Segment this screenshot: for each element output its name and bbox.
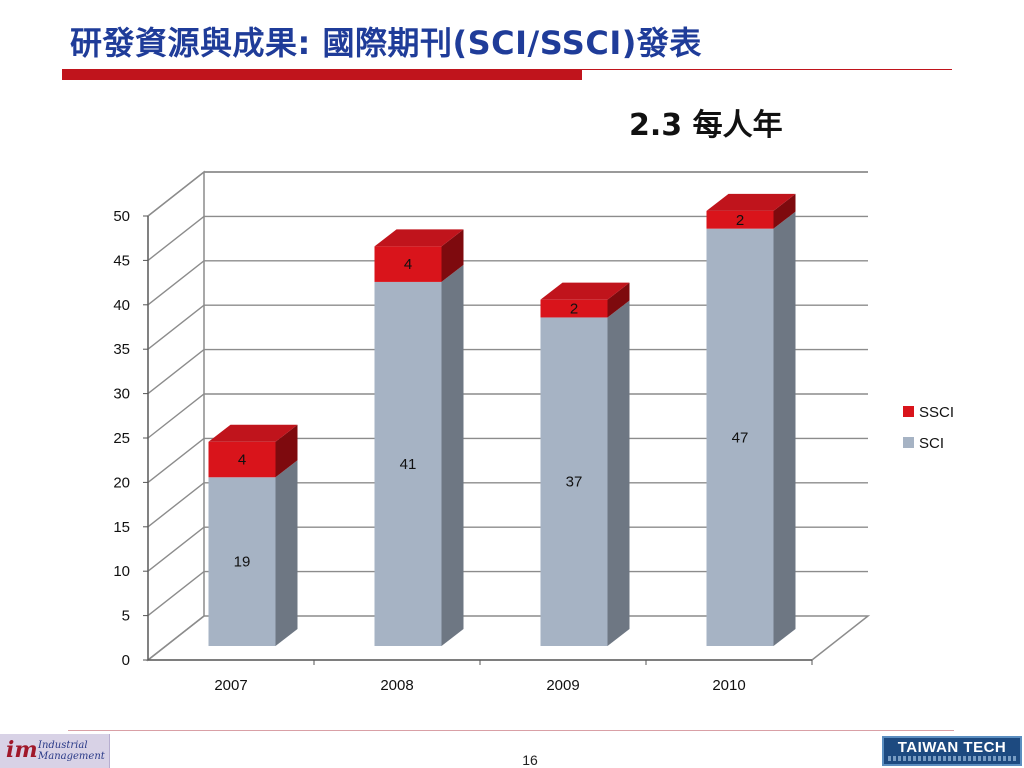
y-tick-label: 35 xyxy=(113,341,130,358)
chart-subtitle: 2.3 每人年 xyxy=(629,108,783,143)
bar-sci-2008-side xyxy=(441,264,464,646)
bar-sci-2009-front xyxy=(540,317,608,646)
y-tick-label: 50 xyxy=(113,208,130,225)
chart-legend: SSCI SCI xyxy=(903,404,954,452)
taiwan-tech-logo-text: TAIWAN TECH xyxy=(897,739,1007,756)
y-tick-label: 45 xyxy=(113,252,130,269)
im-logo-mark: im xyxy=(6,737,38,763)
industrial-management-logo: im Industrial Management xyxy=(0,734,110,768)
bar-ssci-2010-front xyxy=(706,210,774,229)
bar-ssci-2007-side xyxy=(275,424,298,478)
data-label-sci-2007: 19 xyxy=(234,554,251,571)
y-tick-label: 20 xyxy=(113,474,130,491)
bar-ssci-2008-front xyxy=(374,246,442,282)
slide-title: 研發資源與成果: 國際期刊(SCI/SSCI)發表 xyxy=(70,24,702,62)
y-tick-label: 10 xyxy=(113,563,130,580)
bar-ssci-2008-side xyxy=(441,229,464,282)
x-tick-label: 2008 xyxy=(380,677,413,694)
y-tick-label: 25 xyxy=(113,430,130,447)
bar-ssci-2009-front xyxy=(540,299,608,318)
chart-axes: 0 5 10 15 20 25 30 35 40 45 50 2007 2008 2009 2010 xyxy=(113,208,813,694)
x-tick-label: 2007 xyxy=(214,677,247,694)
bar-sci-2007-front xyxy=(208,477,276,646)
chart-data-labels: 19 4 41 4 37 2 47 2 xyxy=(234,212,749,571)
gridline xyxy=(147,348,868,395)
legend-swatch-ssci xyxy=(903,406,914,417)
im-logo-text: Industrial Management xyxy=(38,740,105,762)
x-tick-label: 2010 xyxy=(712,677,745,694)
data-label-ssci-2009: 2 xyxy=(570,301,578,318)
bar-ssci-2008-top xyxy=(374,229,464,247)
gridline xyxy=(147,526,868,572)
chart-bars xyxy=(208,193,796,646)
y-tick-label: 0 xyxy=(122,652,130,669)
y-tick-label: 30 xyxy=(113,386,130,403)
bar-ssci-2009-top xyxy=(540,282,630,300)
gridline xyxy=(147,437,868,483)
legend-label-sci: SCI xyxy=(919,435,944,452)
taiwan-tech-logo: TAIWAN TECH xyxy=(882,736,1022,766)
legend-swatch-sci xyxy=(903,437,914,448)
legend-label-ssci: SSCI xyxy=(919,404,954,421)
footer-divider xyxy=(68,730,954,731)
bar-ssci-2010-top xyxy=(706,193,796,211)
gridline xyxy=(147,215,868,261)
bar-sci-2008-front xyxy=(374,281,442,646)
bar-ssci-2007-front xyxy=(208,441,276,478)
bar-sci-2010-side xyxy=(773,211,796,646)
data-label-sci-2009: 37 xyxy=(566,474,583,491)
bar-sci-2010-front xyxy=(706,228,774,646)
y-tick-label: 5 xyxy=(122,608,130,625)
gridline xyxy=(147,171,868,217)
gridline xyxy=(147,570,868,617)
taiwan-tech-logo-subtext-graphic xyxy=(888,756,1016,761)
bar-sci-2009-side xyxy=(607,300,630,646)
y-tick-label: 15 xyxy=(113,519,130,536)
bar-ssci-2007-top xyxy=(208,424,298,442)
gridline xyxy=(147,393,868,439)
gridline xyxy=(147,482,868,528)
data-label-sci-2008: 41 xyxy=(400,456,417,473)
data-label-ssci-2008: 4 xyxy=(404,256,412,273)
x-tick-label: 2009 xyxy=(546,677,579,694)
gridline xyxy=(147,260,868,306)
y-tick-label: 40 xyxy=(113,297,130,314)
page-number: 16 xyxy=(522,752,538,768)
bar-ssci-2009-side xyxy=(607,282,630,318)
bar-sci-2007-side xyxy=(275,460,298,646)
title-underline-thick xyxy=(62,69,582,80)
data-label-sci-2010: 47 xyxy=(732,429,749,446)
gridline xyxy=(147,304,868,350)
data-label-ssci-2007: 4 xyxy=(238,452,246,469)
chart-gridlines xyxy=(147,171,868,617)
data-label-ssci-2010: 2 xyxy=(736,212,744,229)
bar-ssci-2010-side xyxy=(773,193,796,229)
